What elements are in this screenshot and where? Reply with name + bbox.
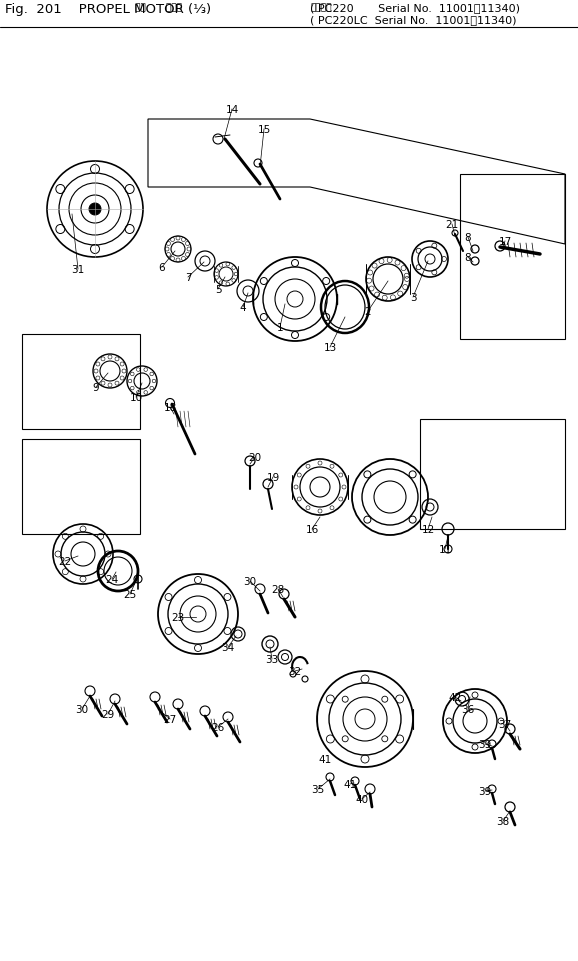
Text: 1: 1 bbox=[277, 323, 283, 333]
Text: 30: 30 bbox=[243, 577, 257, 586]
Text: 14: 14 bbox=[225, 105, 239, 115]
Text: 6: 6 bbox=[159, 262, 165, 273]
Text: 7: 7 bbox=[185, 273, 191, 283]
Text: 21: 21 bbox=[446, 220, 458, 230]
Text: 11: 11 bbox=[438, 545, 451, 554]
Text: 17: 17 bbox=[498, 236, 512, 247]
Text: 41: 41 bbox=[318, 754, 332, 764]
Text: 31: 31 bbox=[71, 264, 84, 275]
Text: 29: 29 bbox=[101, 709, 114, 719]
Text: 3: 3 bbox=[410, 293, 416, 303]
Text: ( PC220LC  Serial No.  11001～11340): ( PC220LC Serial No. 11001～11340) bbox=[310, 15, 517, 25]
Text: 使用号機: 使用号機 bbox=[310, 3, 332, 12]
Text: 28: 28 bbox=[272, 584, 284, 595]
Text: 23: 23 bbox=[171, 612, 184, 623]
Text: 10: 10 bbox=[129, 393, 143, 403]
Text: 34: 34 bbox=[221, 642, 235, 653]
Text: 32: 32 bbox=[288, 666, 302, 677]
Text: 8: 8 bbox=[465, 253, 471, 262]
Text: 30: 30 bbox=[76, 704, 88, 714]
Text: 12: 12 bbox=[421, 525, 435, 534]
Text: 24: 24 bbox=[105, 575, 118, 584]
Text: 36: 36 bbox=[461, 704, 475, 714]
Text: 35: 35 bbox=[312, 784, 325, 794]
Text: 42: 42 bbox=[449, 692, 462, 702]
Text: 5: 5 bbox=[214, 284, 221, 295]
Text: ( PC220       Serial No.  11001～11340): ( PC220 Serial No. 11001～11340) bbox=[310, 3, 520, 13]
Text: 19: 19 bbox=[266, 473, 280, 482]
Text: 20: 20 bbox=[249, 453, 262, 462]
Text: 33: 33 bbox=[265, 654, 279, 664]
Text: 41: 41 bbox=[343, 779, 357, 789]
Text: 37: 37 bbox=[498, 719, 512, 729]
Text: 4: 4 bbox=[240, 303, 246, 312]
Text: 39: 39 bbox=[479, 786, 492, 796]
Text: 38: 38 bbox=[497, 816, 510, 826]
Text: 8: 8 bbox=[465, 233, 471, 243]
Circle shape bbox=[471, 258, 479, 266]
Text: 15: 15 bbox=[257, 125, 271, 135]
Text: 22: 22 bbox=[58, 556, 72, 566]
Text: 走行       モータ: 走行 モータ bbox=[135, 3, 182, 12]
Circle shape bbox=[471, 246, 479, 254]
Text: 40: 40 bbox=[355, 794, 369, 804]
Text: 26: 26 bbox=[212, 723, 225, 732]
Text: 16: 16 bbox=[305, 525, 318, 534]
Text: 2: 2 bbox=[365, 307, 371, 317]
Text: 39: 39 bbox=[479, 739, 492, 750]
Circle shape bbox=[89, 204, 101, 216]
Text: 18: 18 bbox=[164, 403, 177, 412]
Text: 27: 27 bbox=[164, 714, 177, 725]
Text: 25: 25 bbox=[123, 589, 136, 600]
Text: 9: 9 bbox=[92, 382, 99, 393]
Text: 13: 13 bbox=[323, 343, 336, 353]
Text: Fig.  201    PROPEL MOTOR (⅓): Fig. 201 PROPEL MOTOR (⅓) bbox=[5, 3, 211, 16]
